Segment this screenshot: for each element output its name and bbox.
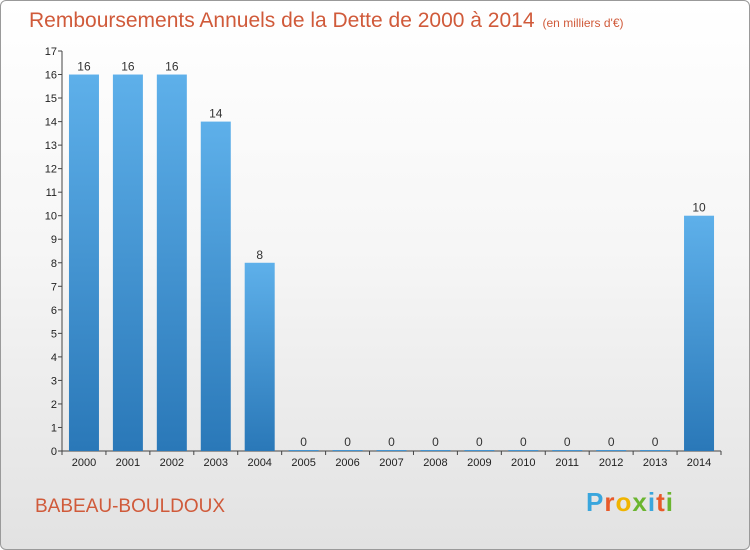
city-name: BABEAU-BOULDOUX	[35, 496, 226, 517]
bar-value-label: 0	[344, 435, 351, 449]
bar	[684, 215, 715, 451]
y-tick-label: 15	[45, 93, 57, 105]
y-tick-label: 14	[45, 117, 57, 129]
bar	[156, 74, 187, 451]
y-tick-label: 0	[51, 446, 57, 458]
y-tick-label: 3	[51, 375, 57, 387]
y-tick-label: 5	[51, 328, 57, 340]
bar-value-label: 16	[165, 60, 179, 74]
x-tick-label: 2007	[379, 457, 403, 469]
bar-value-label: 0	[300, 435, 307, 449]
y-tick-label: 6	[51, 305, 57, 317]
bar-value-label: 0	[388, 435, 395, 449]
bar-value-label: 0	[476, 435, 483, 449]
bar-value-label: 10	[692, 201, 706, 215]
y-tick-label: 9	[51, 234, 57, 246]
x-tick-label: 2011	[555, 457, 579, 469]
x-tick-label: 2009	[467, 457, 491, 469]
bar-value-label: 0	[564, 435, 571, 449]
bar	[244, 262, 275, 451]
y-tick-label: 7	[51, 281, 57, 293]
bar-value-label: 16	[77, 60, 91, 74]
x-tick-label: 2012	[599, 457, 623, 469]
bar	[68, 74, 99, 451]
bar	[464, 450, 495, 451]
bar	[552, 450, 583, 451]
y-tick-label: 10	[45, 211, 57, 223]
x-tick-label: 2010	[511, 457, 535, 469]
x-tick-label: 2013	[643, 457, 667, 469]
bar-value-label: 14	[209, 107, 223, 121]
bar-value-label: 0	[652, 435, 659, 449]
bar-value-label: 0	[608, 435, 615, 449]
bar	[288, 450, 319, 451]
bar-value-label: 16	[121, 60, 135, 74]
y-tick-label: 17	[45, 46, 57, 58]
chart-title: Remboursements Annuels de la Dette de 20…	[29, 9, 624, 33]
x-tick-label: 2005	[291, 457, 315, 469]
bar	[420, 450, 451, 451]
x-tick-label: 2000	[72, 457, 96, 469]
x-tick-label: 2004	[247, 457, 271, 469]
bar-value-label: 0	[520, 435, 527, 449]
y-tick-label: 2	[51, 399, 57, 411]
bar-value-label: 8	[256, 248, 263, 262]
chart-unit: (en milliers d'€)	[542, 16, 624, 30]
x-tick-label: 2014	[687, 457, 711, 469]
chart-title-text: Remboursements Annuels de la Dette de 20…	[29, 9, 535, 32]
x-tick-label: 2008	[423, 457, 447, 469]
bar-value-label: 0	[432, 435, 439, 449]
y-tick-label: 12	[45, 164, 57, 176]
x-tick-label: 2001	[116, 457, 140, 469]
bar	[640, 450, 671, 451]
y-tick-label: 8	[51, 258, 57, 270]
bar	[332, 450, 363, 451]
y-tick-label: 13	[45, 140, 57, 152]
bar	[596, 450, 627, 451]
y-tick-label: 16	[45, 70, 57, 82]
x-tick-label: 2006	[335, 457, 359, 469]
x-tick-label: 2003	[204, 457, 228, 469]
y-tick-label: 1	[51, 422, 57, 434]
bar	[508, 450, 539, 451]
proxiti-logo: Proxiti	[586, 487, 674, 517]
bar	[376, 450, 407, 451]
y-tick-label: 11	[46, 187, 57, 199]
bar	[200, 121, 231, 452]
x-tick-label: 2002	[160, 457, 184, 469]
y-tick-label: 4	[51, 352, 57, 364]
bar	[112, 74, 143, 451]
